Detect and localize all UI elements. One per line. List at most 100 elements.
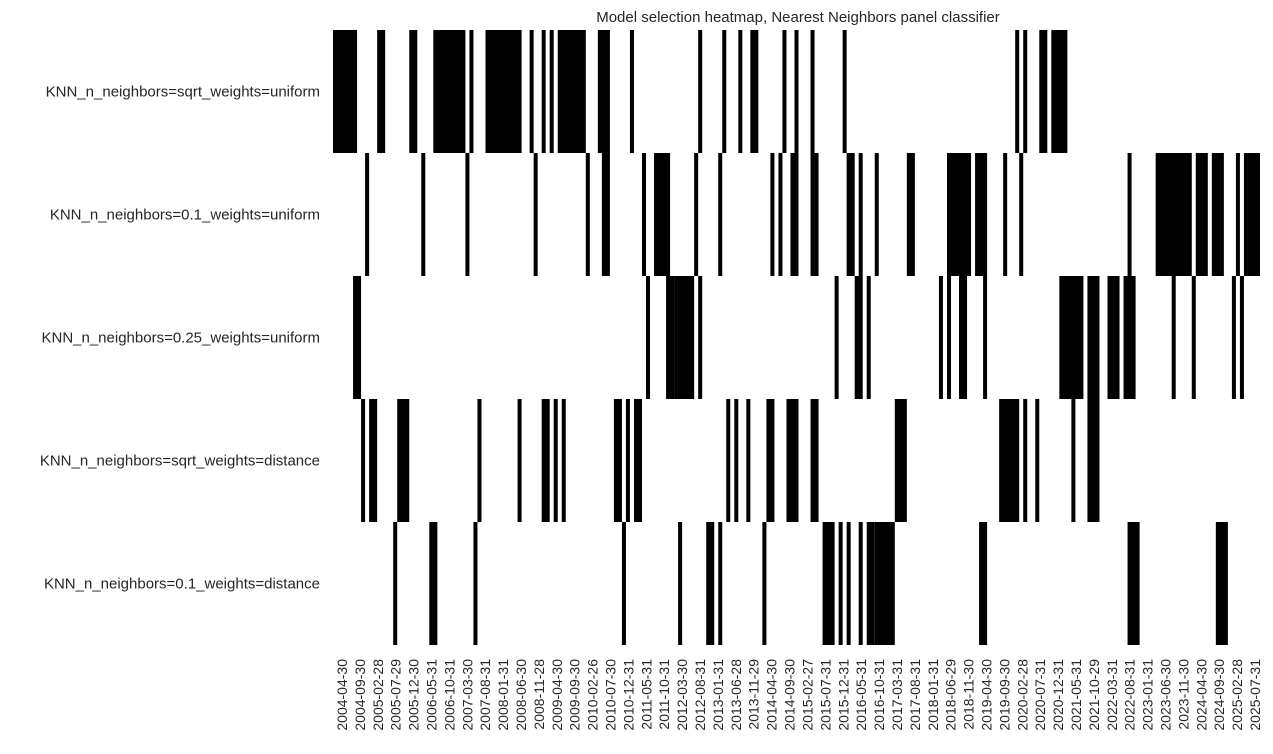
- heatmap-cell-selected: [794, 30, 799, 153]
- heatmap-cell-selected: [706, 522, 715, 645]
- heatmap-cell-selected: [541, 30, 546, 153]
- x-tick-label: 2013-11-29: [746, 659, 762, 730]
- x-tick-label: 2020-07-31: [1032, 659, 1048, 731]
- x-tick-label: 2013-06-28: [728, 659, 744, 731]
- x-tick-label: 2006-10-31: [441, 659, 457, 731]
- x-tick-label: 2012-08-31: [692, 659, 708, 731]
- x-tick-label: 2011-05-31: [638, 659, 654, 730]
- heatmap-cell-selected: [646, 276, 651, 399]
- heatmap-cell-selected: [1127, 522, 1140, 645]
- heatmap-cell-selected: [846, 522, 851, 645]
- heatmap-cell-selected: [369, 399, 378, 522]
- heatmap-cell-selected: [1231, 276, 1236, 399]
- heatmap-cell-selected: [1127, 153, 1132, 276]
- heatmap-cell-selected: [959, 276, 968, 399]
- x-tick-label: 2018-01-31: [925, 659, 941, 731]
- heatmap-cell-selected: [770, 153, 775, 276]
- heatmap-cell-selected: [814, 153, 819, 276]
- heatmap-cell-selected: [361, 399, 366, 522]
- x-tick-label: 2025-02-28: [1229, 659, 1245, 731]
- heatmap-cell-selected: [1247, 153, 1260, 276]
- heatmap-cell-selected: [678, 522, 683, 645]
- x-tick-label: 2024-04-30: [1193, 659, 1209, 731]
- x-tick-label: 2023-01-31: [1140, 659, 1156, 731]
- heatmap-cell-selected: [975, 153, 988, 276]
- heatmap-cell-selected: [838, 522, 843, 645]
- x-tick-label: 2005-07-29: [388, 659, 404, 731]
- heatmap-cell-selected: [938, 276, 943, 399]
- x-tick-label: 2012-03-30: [674, 659, 690, 731]
- heatmap-cell-selected: [1039, 30, 1048, 153]
- heatmap-cell-selected: [999, 399, 1020, 522]
- heatmap-cell-selected: [979, 522, 988, 645]
- x-tick-label: 2010-02-26: [585, 659, 601, 731]
- heatmap-cell-selected: [698, 276, 703, 399]
- heatmap-cell-selected: [694, 153, 699, 276]
- heatmap-cell-selected: [465, 153, 470, 276]
- heatmap-cell-selected: [533, 153, 538, 276]
- heatmap-cell-selected: [397, 399, 410, 522]
- heatmap-cell-selected: [597, 30, 610, 153]
- heatmap-cell-selected: [549, 30, 554, 153]
- heatmap-cell-selected: [750, 30, 759, 153]
- heatmap-cell-selected: [790, 153, 799, 276]
- x-tick-label: 2018-06-29: [943, 659, 959, 731]
- row-labels: KNN_n_neighbors=sqrt_weights=uniform KNN_…: [40, 84, 320, 593]
- x-tick-label: 2022-08-31: [1122, 659, 1138, 731]
- heatmap-row: [365, 153, 1260, 276]
- heatmap-cell-selected: [333, 30, 358, 153]
- heatmap-cell-selected: [666, 276, 675, 399]
- x-tick-label: 2006-05-31: [424, 659, 440, 731]
- heatmap-cell-selected: [477, 399, 482, 522]
- heatmap-cell-selected: [874, 153, 879, 276]
- heatmap-cell-selected: [698, 30, 703, 153]
- x-tick-label: 2022-03-31: [1104, 659, 1120, 731]
- x-tick-label: 2005-12-30: [406, 659, 422, 731]
- x-tick-label: 2009-09-30: [567, 659, 583, 731]
- heatmap-cell-selected: [585, 153, 590, 276]
- heatmap-cell-selected: [557, 30, 586, 153]
- heatmap-cell-selected: [738, 30, 743, 153]
- heatmap-cell-selected: [421, 153, 426, 276]
- heatmap-cell-selected: [866, 522, 875, 645]
- x-tick-label: 2015-02-27: [800, 659, 816, 731]
- heatmap-cell-selected: [485, 30, 522, 153]
- heatmap-cell-selected: [846, 153, 855, 276]
- heatmap-cell-selected: [762, 522, 767, 645]
- x-tick-label: 2008-06-30: [513, 659, 529, 731]
- x-tick-label: 2005-02-28: [370, 659, 386, 731]
- x-tick-label: 2019-09-30: [996, 659, 1012, 731]
- heatmap-cell-selected: [734, 399, 739, 522]
- heatmap-cell-selected: [541, 399, 550, 522]
- heatmap-cell-selected: [726, 399, 731, 522]
- x-tick-label: 2021-10-29: [1086, 659, 1102, 731]
- x-tick-label: 2018-11-30: [961, 659, 977, 730]
- heatmap-cell-selected: [1171, 276, 1176, 399]
- heatmap-cell-selected: [1023, 399, 1028, 522]
- heatmap-cell-selected: [353, 276, 362, 399]
- heatmap-row: [333, 30, 1068, 153]
- heatmap-cell-selected: [613, 399, 622, 522]
- heatmap-cell-selected: [1015, 30, 1020, 153]
- row-label: KNN_n_neighbors=0.1_weights=distance: [44, 576, 320, 593]
- heatmap-cell-selected: [409, 30, 418, 153]
- heatmap-cell-selected: [1107, 276, 1120, 399]
- heatmap-cell-selected: [822, 522, 835, 645]
- heatmap-cells: [333, 30, 1260, 645]
- heatmap-cell-selected: [1195, 153, 1208, 276]
- x-tick-label: 2020-12-31: [1050, 659, 1066, 731]
- heatmap-cell-selected: [429, 522, 438, 645]
- heatmap-cell-selected: [766, 399, 775, 522]
- heatmap-cell-selected: [834, 276, 839, 399]
- heatmap-cell-selected: [854, 276, 863, 399]
- heatmap-cell-selected: [1087, 276, 1100, 399]
- heatmap-cell-selected: [561, 399, 566, 522]
- x-tick-label: 2010-12-31: [620, 659, 636, 731]
- x-tick-label: 2015-07-31: [817, 659, 833, 731]
- x-tick-label: 2016-10-31: [871, 659, 887, 731]
- x-tick-label: 2004-09-30: [352, 659, 368, 731]
- heatmap-cell-selected: [1071, 399, 1076, 522]
- row-label: KNN_n_neighbors=sqrt_weights=uniform: [46, 84, 320, 101]
- x-tick-label: 2015-12-31: [835, 659, 851, 731]
- x-tick-label: 2019-04-30: [979, 659, 995, 731]
